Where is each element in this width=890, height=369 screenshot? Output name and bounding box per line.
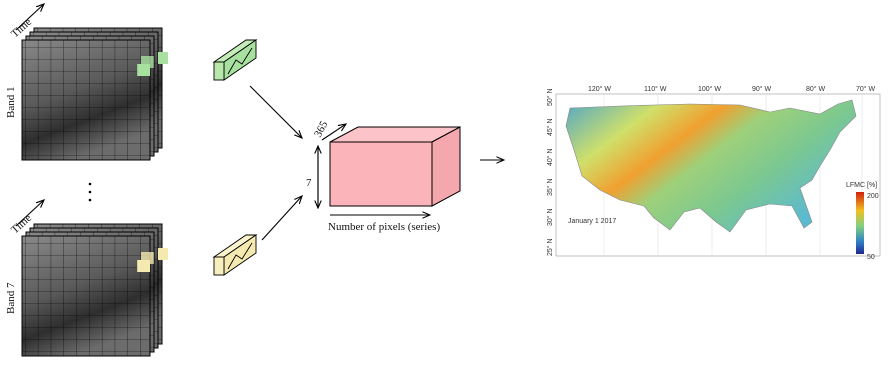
lon-label: 70° W: [856, 85, 876, 93]
yellow-prism: [214, 235, 256, 275]
legend-min: 50: [867, 254, 875, 261]
lon-label: 110° W: [644, 85, 667, 93]
ellipsis: [89, 183, 92, 202]
height-label: 7: [306, 177, 312, 189]
date-label: January 1 2017: [568, 218, 616, 225]
lat-label: 45° N: [546, 118, 554, 136]
green-prism: [214, 40, 256, 80]
image-stack: Time Band 1: [5, 4, 168, 160]
diagram: Time Band 1 Time Band 7: [0, 0, 890, 369]
tensor-cube: [330, 127, 460, 206]
arrow: [262, 196, 302, 240]
lat-label: 35° N: [546, 178, 554, 196]
lon-label: 80° W: [806, 85, 826, 93]
band-label: Band 1: [5, 87, 17, 118]
lfmc-map: 120° W 110° W 100° W 90° W 80° W 70° W 5…: [546, 85, 880, 261]
legend-max: 200: [867, 193, 879, 200]
lon-label: 100° W: [698, 85, 721, 93]
lat-label: 30° N: [546, 208, 554, 226]
lon-label: 90° W: [752, 85, 772, 93]
lat-label: 40° N: [546, 148, 554, 166]
legend-title: LFMC [%]: [846, 182, 877, 189]
width-label: Number of pixels (series): [328, 221, 440, 233]
lat-label: 25° N: [546, 238, 554, 256]
lat-label: 50° N: [546, 88, 554, 106]
lon-label: 120° W: [588, 85, 611, 93]
arrow: [250, 86, 302, 138]
image-stack: Time Band 7: [5, 200, 168, 356]
band-label: Band 7: [5, 282, 17, 314]
